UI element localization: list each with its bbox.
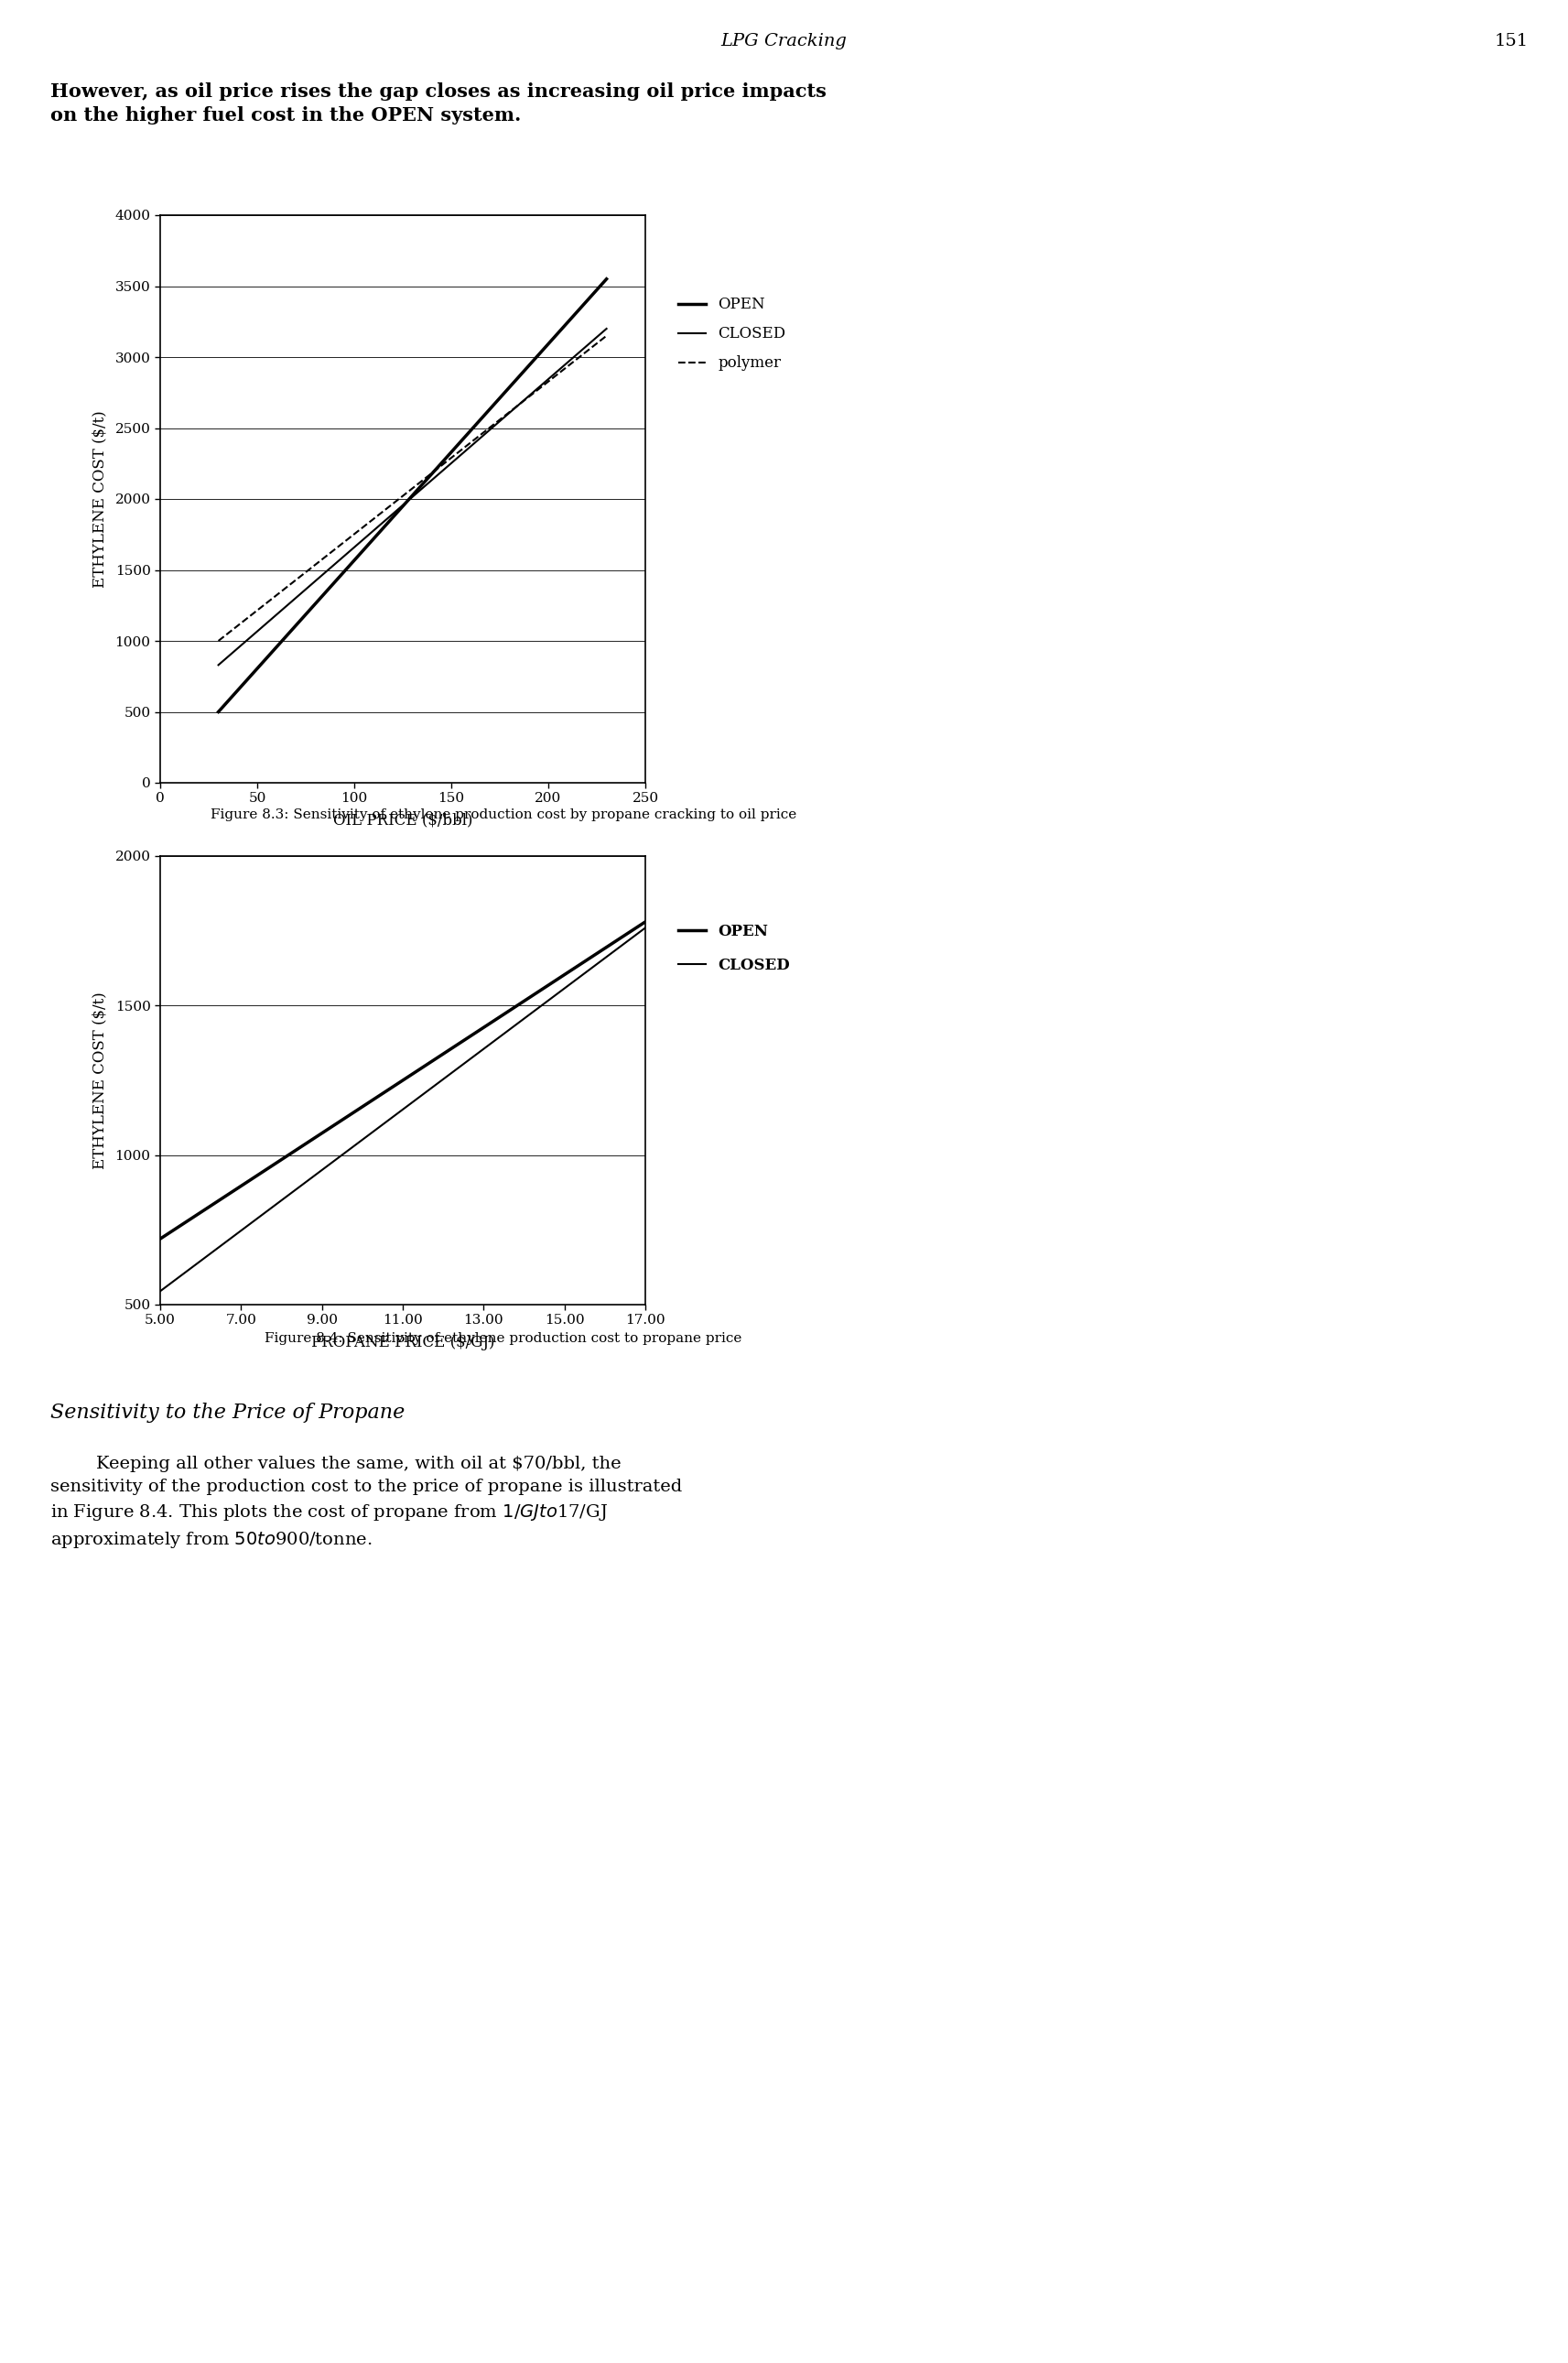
- Text: 151: 151: [1494, 33, 1529, 50]
- Legend: OPEN, CLOSED, polymer: OPEN, CLOSED, polymer: [673, 291, 792, 378]
- Text: LPG Cracking: LPG Cracking: [721, 33, 847, 50]
- X-axis label: OIL PRICE ($/bbl): OIL PRICE ($/bbl): [332, 813, 472, 829]
- Y-axis label: ETHYLENE COST ($/t): ETHYLENE COST ($/t): [93, 411, 107, 588]
- Text: However, as oil price rises the gap closes as increasing oil price impacts
on th: However, as oil price rises the gap clos…: [50, 83, 826, 125]
- Text: Figure 8.3: Sensitivity of ethylene production cost by propane cracking to oil p: Figure 8.3: Sensitivity of ethylene prod…: [210, 808, 797, 822]
- X-axis label: PROPANE PRICE ($/GJ): PROPANE PRICE ($/GJ): [310, 1335, 494, 1349]
- Text: Figure 8.4: Sensitivity of ethylene production cost to propane price: Figure 8.4: Sensitivity of ethylene prod…: [265, 1333, 742, 1345]
- Y-axis label: ETHYLENE COST ($/t): ETHYLENE COST ($/t): [93, 992, 107, 1170]
- Legend: OPEN, CLOSED: OPEN, CLOSED: [673, 917, 797, 978]
- Text: Sensitivity to the Price of Propane: Sensitivity to the Price of Propane: [50, 1401, 405, 1423]
- Text: Keeping all other values the same, with oil at $70/bbl, the
sensitivity of the p: Keeping all other values the same, with …: [50, 1456, 682, 1550]
